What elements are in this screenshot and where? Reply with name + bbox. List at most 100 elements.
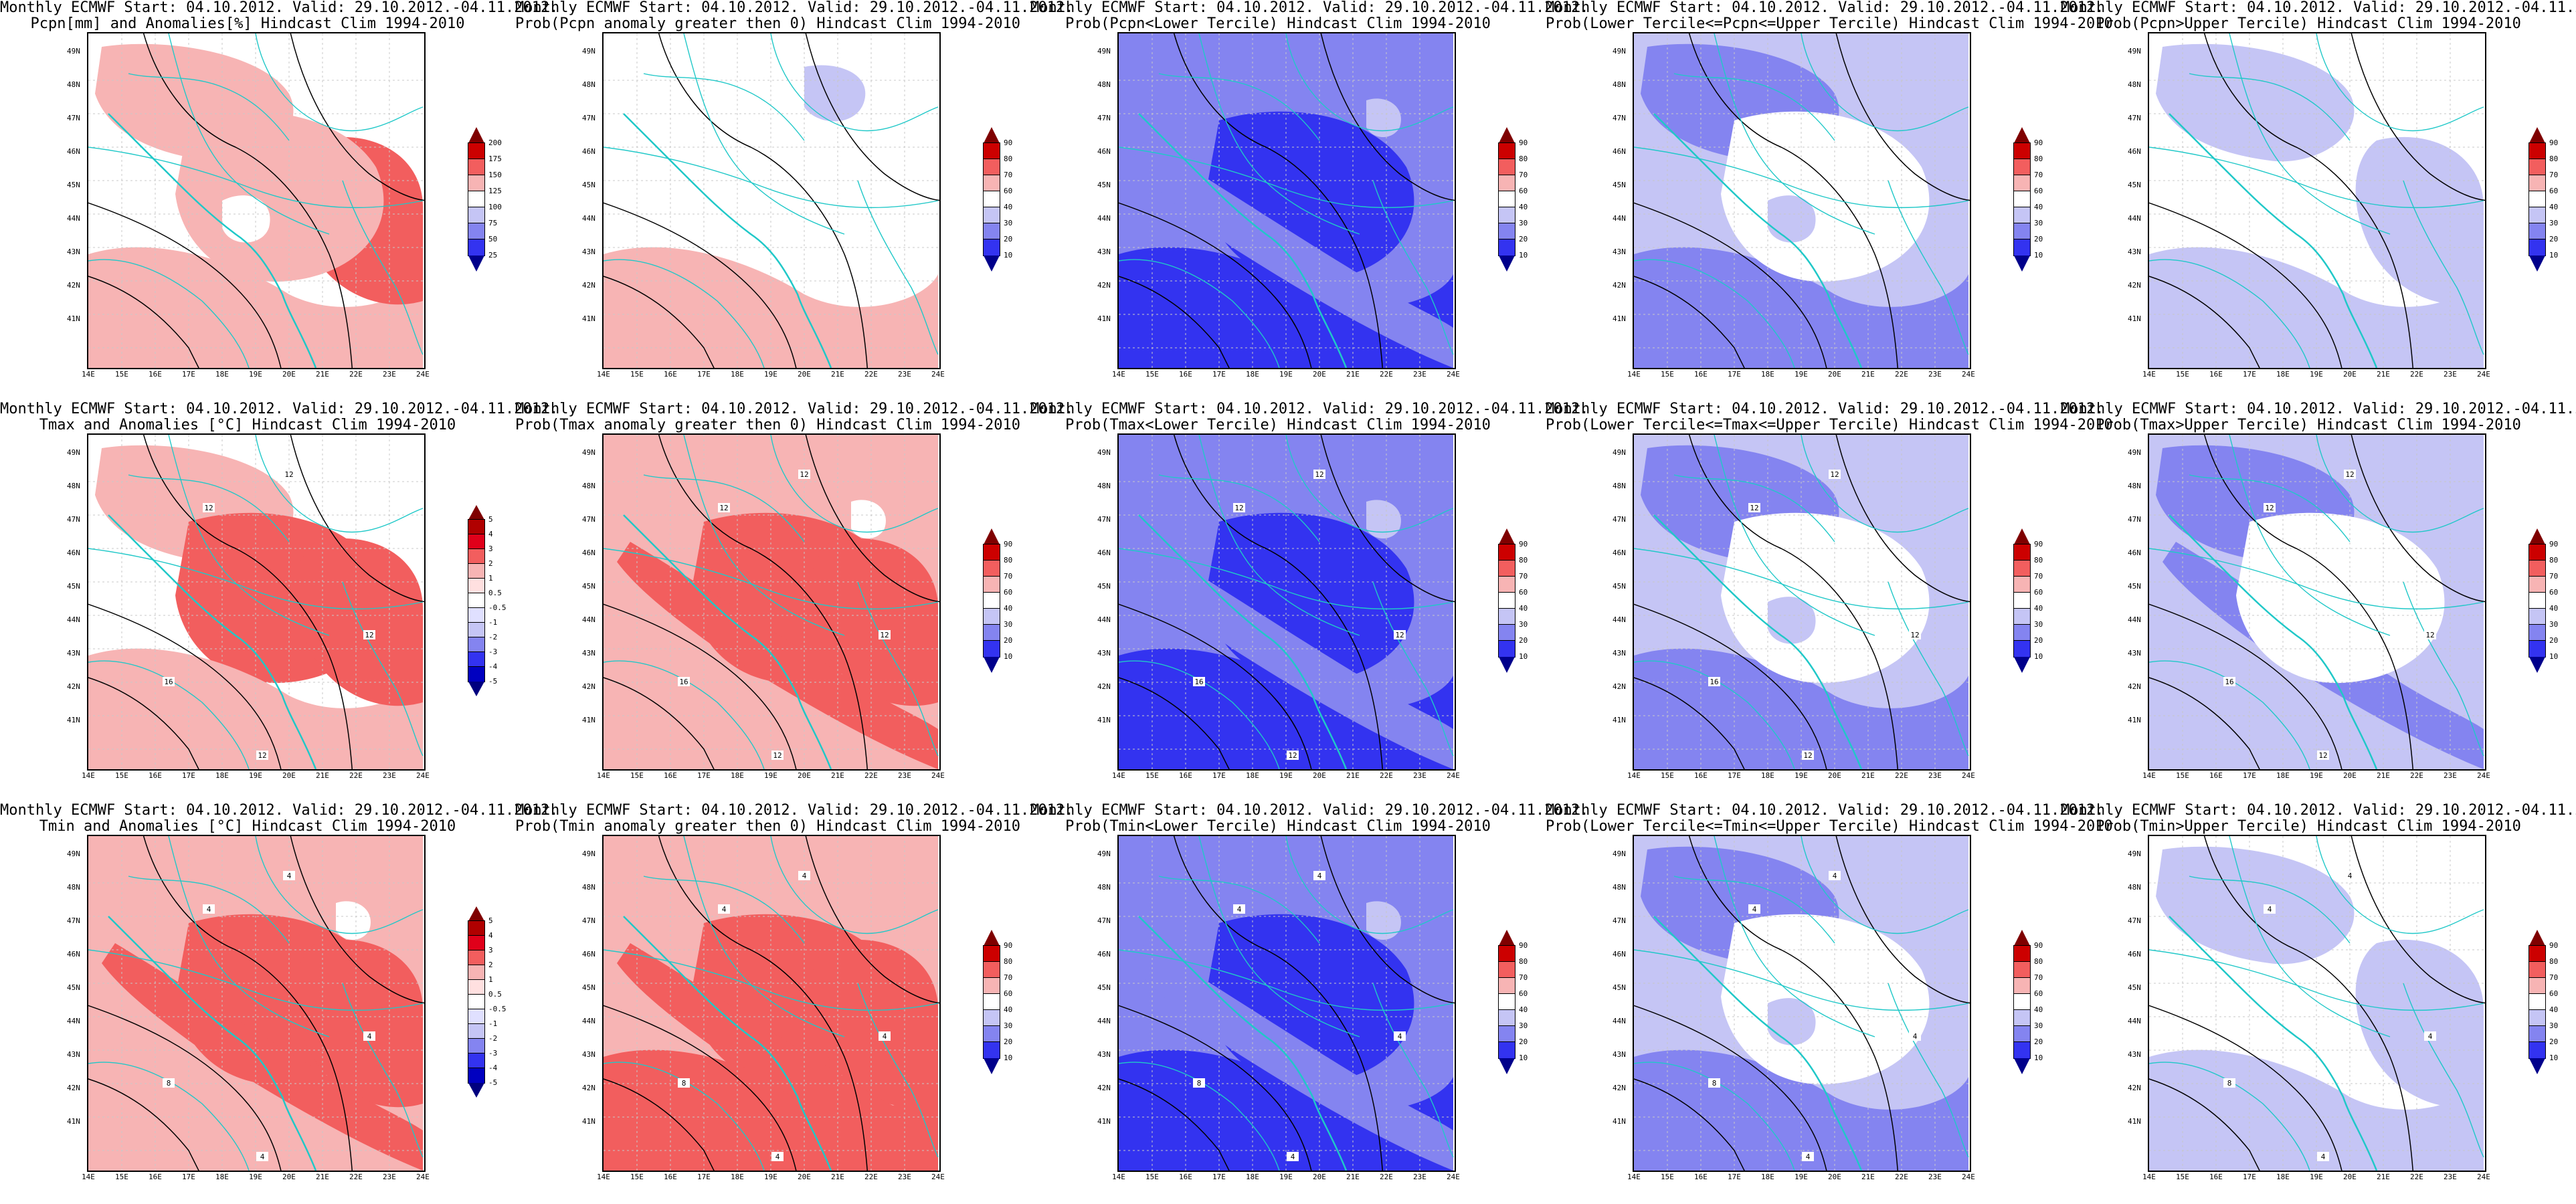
colorbar-arrow xyxy=(1499,930,1515,946)
border-line xyxy=(2189,876,2351,944)
lon-label: 16E xyxy=(1179,370,1192,379)
lon-label: 16E xyxy=(149,370,162,379)
isoline-label: 12 xyxy=(365,631,373,639)
colorbar-label: 80 xyxy=(2549,155,2559,163)
lon-label: 22E xyxy=(2410,1173,2423,1181)
lon-label: 22E xyxy=(1380,370,1393,379)
coastline xyxy=(108,514,317,769)
shaded-region xyxy=(1132,140,1453,368)
border-line xyxy=(857,581,939,757)
isoline xyxy=(2351,836,2485,1004)
shaded-region xyxy=(102,943,423,1171)
lat-label: 49N xyxy=(2128,47,2141,56)
colorbar-segment xyxy=(468,622,485,638)
colorbar: 5 4 3 2 1 0.5 -0.5 -1 -2 -3 -4 -5 xyxy=(468,906,507,1098)
lat-label: 47N xyxy=(2128,114,2141,122)
map-svg xyxy=(604,33,939,368)
panel-tmax-lower: Monthly ECMWF Start: 04.10.2012. Valid: … xyxy=(1030,401,1588,803)
lon-label: 16E xyxy=(664,1173,677,1181)
isoline-label: 4 xyxy=(883,1032,887,1041)
lat-label: 47N xyxy=(1613,114,1626,122)
lat-label: 48N xyxy=(1613,883,1626,892)
lon-label: 24E xyxy=(2477,370,2490,379)
lon-label: 21E xyxy=(1861,370,1875,379)
colorbar-arrow xyxy=(468,682,484,696)
colorbar-segment xyxy=(2528,1041,2546,1059)
panel-pcpn-middle: Monthly ECMWF Start: 04.10.2012. Valid: … xyxy=(1546,0,2113,401)
lon-label: 21E xyxy=(831,1173,844,1181)
colorbar-segment xyxy=(1498,592,1515,609)
isoline-label-bg xyxy=(1909,630,1921,639)
isoline-label-bg xyxy=(771,1152,784,1161)
lon-label: 19E xyxy=(249,370,262,379)
colorbar-label: 60 xyxy=(1004,989,1013,998)
colorbar-label: 10 xyxy=(2549,652,2559,661)
colorbar-label: 60 xyxy=(1519,187,1528,195)
border-line xyxy=(255,33,424,132)
border-line xyxy=(1634,660,1795,769)
colorbar-segment xyxy=(1498,239,1515,256)
isoline-label: 4 xyxy=(1752,905,1757,914)
panel-tmin-anom: Monthly ECMWF Start: 04.10.2012. Valid: … xyxy=(0,803,558,1204)
border-line xyxy=(1634,259,1795,368)
isoline xyxy=(1119,276,1230,368)
colorbar-segment xyxy=(468,1009,485,1025)
isoline-label-bg xyxy=(798,871,810,880)
lon-label: 17E xyxy=(182,1173,195,1181)
map-area xyxy=(1633,32,1971,369)
isoline-label-bg xyxy=(1708,1078,1720,1088)
colorbar-label: 50 xyxy=(488,235,498,243)
lat-label: 44N xyxy=(67,214,80,223)
colorbar-segment xyxy=(2528,961,2546,979)
lat-label: 43N xyxy=(2128,649,2141,658)
lon-label: 20E xyxy=(798,370,811,379)
map-area: 12 12 12 16 12 xyxy=(2148,433,2486,771)
border-line xyxy=(604,259,765,368)
border-line xyxy=(1714,836,1875,1037)
lat-label: 49N xyxy=(582,47,595,56)
lon-label: 18E xyxy=(2276,1173,2290,1181)
lon-label: 21E xyxy=(1346,370,1360,379)
lat-label: 48N xyxy=(582,80,595,89)
lon-label: 24E xyxy=(1962,771,1975,780)
lat-label: 45N xyxy=(1097,582,1111,591)
colorbar-segment xyxy=(468,548,485,565)
lat-label: 43N xyxy=(67,649,80,658)
lon-label: 15E xyxy=(1145,1173,1159,1181)
lon-label: 24E xyxy=(931,771,945,780)
border-line xyxy=(1372,983,1454,1158)
lon-label: 14E xyxy=(2142,1173,2156,1181)
border-line xyxy=(857,983,939,1158)
colorbar-segment xyxy=(983,640,1000,658)
colorbar-arrow xyxy=(984,657,1000,673)
isoline xyxy=(658,435,868,769)
border-line xyxy=(1285,435,1454,533)
lat-label: 48N xyxy=(1097,883,1111,892)
colorbar-label: 20 xyxy=(1004,1037,1013,1046)
colorbar-label: 40 xyxy=(1519,203,1528,211)
lon-label: 22E xyxy=(1895,1173,1908,1181)
border-line xyxy=(2403,581,2484,757)
isoline xyxy=(2149,276,2260,368)
isoline-label-bg xyxy=(2424,630,2436,639)
lat-label: 49N xyxy=(67,47,80,56)
coastline xyxy=(623,514,832,769)
colorbar-label: 1 xyxy=(488,574,493,583)
isoline xyxy=(658,836,868,1171)
colorbar-label: 40 xyxy=(2034,203,2043,211)
colorbar-label: 20 xyxy=(2549,636,2559,645)
isoline-label: 4 xyxy=(1291,1152,1295,1161)
lat-label: 46N xyxy=(1613,548,1626,557)
isoline xyxy=(1119,202,1312,368)
colorbar-label: 20 xyxy=(1519,1037,1528,1046)
isoline xyxy=(604,677,715,769)
border-line xyxy=(604,949,939,1011)
colorbar-label: 20 xyxy=(2549,1037,2559,1046)
colorbar-label: 1 xyxy=(488,975,493,984)
lon-label: 20E xyxy=(1313,771,1326,780)
lat-label: 42N xyxy=(2128,281,2141,290)
border-line xyxy=(2229,33,2391,235)
colorbar-label: 30 xyxy=(2549,620,2559,629)
isoline-label-bg xyxy=(1233,904,1245,914)
lat-label: 43N xyxy=(1097,649,1111,658)
